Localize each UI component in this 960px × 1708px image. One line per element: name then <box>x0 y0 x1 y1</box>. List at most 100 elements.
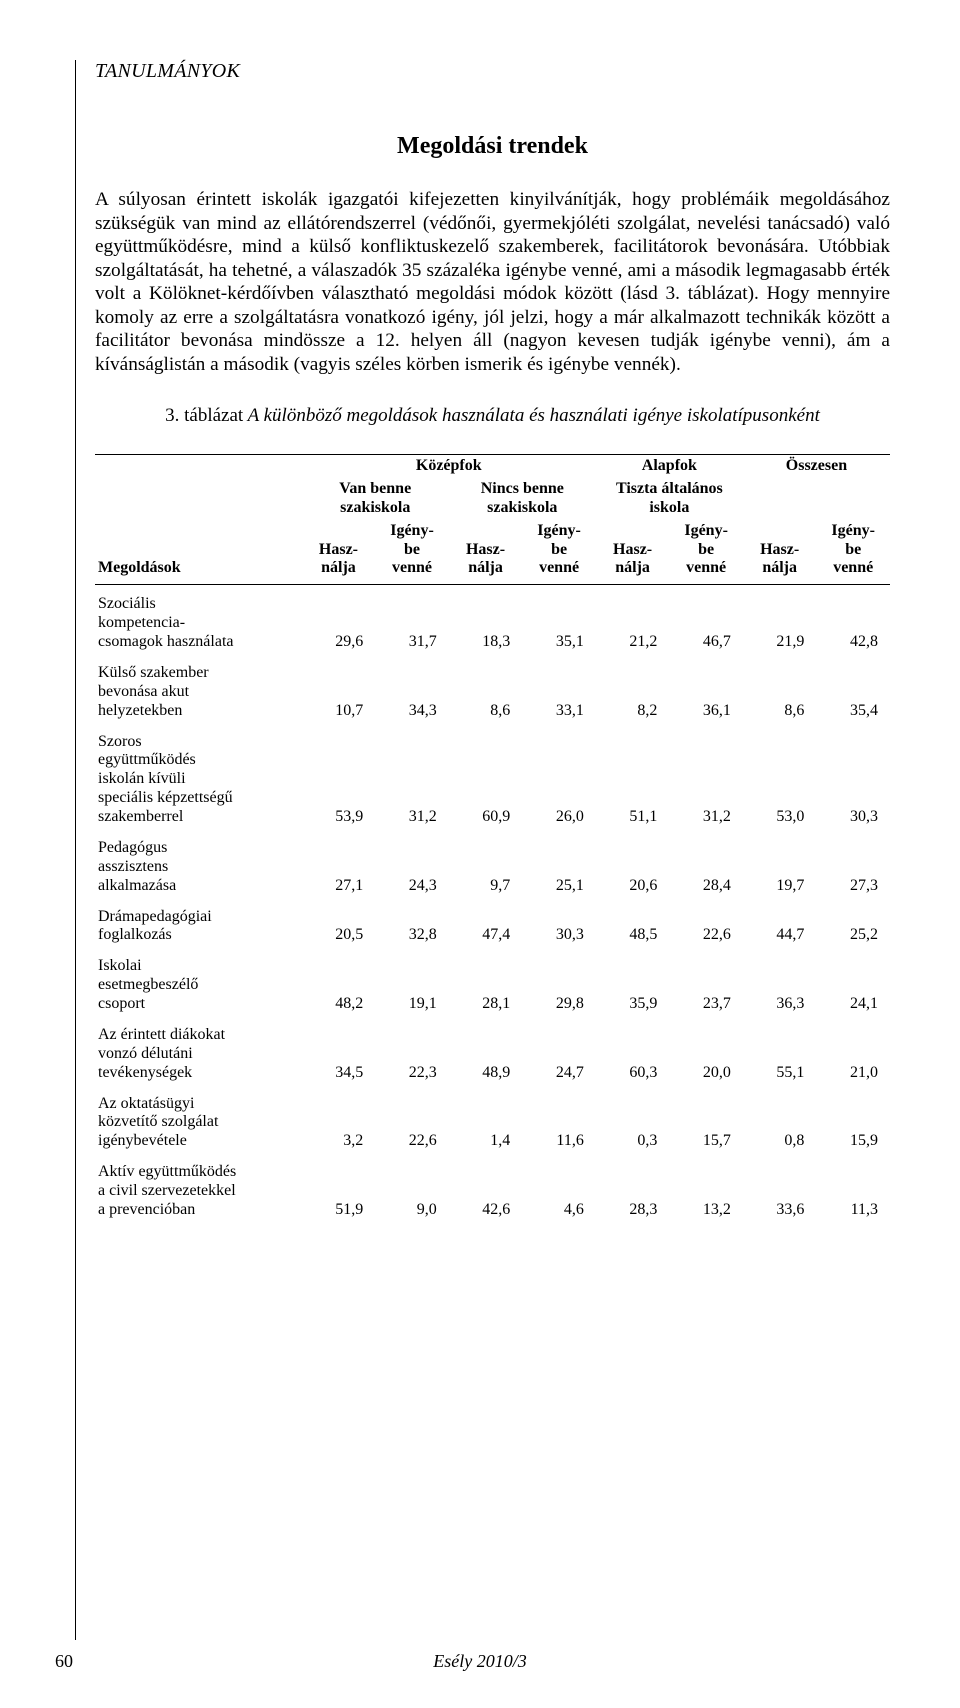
table-row: Van benneszakiskola Nincs benneszakiskol… <box>95 478 890 520</box>
cell-value: 32,8 <box>375 898 449 948</box>
cell-value: 10,7 <box>302 654 376 723</box>
header-osszesen: Összesen <box>743 455 890 478</box>
header-igenybe: Igény-bevenné <box>522 520 596 585</box>
cell-value: 47,4 <box>449 898 523 948</box>
cell-value: 20,0 <box>669 1016 743 1085</box>
cell-value: 60,3 <box>596 1016 670 1085</box>
cell-value: 51,9 <box>302 1153 376 1222</box>
cell-value: 35,1 <box>522 585 596 654</box>
cell-value: 30,3 <box>816 723 890 829</box>
cell-value: 36,1 <box>669 654 743 723</box>
cell-value: 25,1 <box>522 829 596 898</box>
row-label: Aktív együttműködésa civil szervezetekke… <box>95 1153 302 1222</box>
header-megoldasok: Megoldások <box>95 520 302 585</box>
table-row: Szociáliskompetencia-csomagok használata… <box>95 585 890 654</box>
cell-value: 24,1 <box>816 947 890 1016</box>
cell-value: 44,7 <box>743 898 817 948</box>
table-row: Az oktatásügyiközvetítő szolgálatigénybe… <box>95 1085 890 1154</box>
header-igenybe: Igény-bevenné <box>669 520 743 585</box>
row-label: Iskolaiesetmegbeszélőcsoport <box>95 947 302 1016</box>
cell-value: 29,8 <box>522 947 596 1016</box>
header-hasznalja: Hasz-nálja <box>743 520 817 585</box>
header-igenybe: Igény-bevenné <box>375 520 449 585</box>
cell-value: 9,0 <box>375 1153 449 1222</box>
cell-value: 19,1 <box>375 947 449 1016</box>
cell-value: 8,6 <box>743 654 817 723</box>
cell-value: 27,1 <box>302 829 376 898</box>
cell-value: 42,8 <box>816 585 890 654</box>
cell-value: 42,6 <box>449 1153 523 1222</box>
cell-value: 36,3 <box>743 947 817 1016</box>
section-title: Megoldási trendek <box>95 133 890 160</box>
caption-rest: A különböző megoldások használata és has… <box>243 405 820 426</box>
cell-value: 51,1 <box>596 723 670 829</box>
cell-value: 30,3 <box>522 898 596 948</box>
table-row: Külső szakemberbevonása akuthelyzetekben… <box>95 654 890 723</box>
data-table: Középfok Alapfok Összesen Van benneszaki… <box>95 454 890 1222</box>
table-row: Szorosegyüttműködésiskolán kívülispeciál… <box>95 723 890 829</box>
cell-value: 21,9 <box>743 585 817 654</box>
left-margin-rule <box>75 60 76 1640</box>
header-tiszta: Tiszta általánosiskola <box>596 478 743 520</box>
cell-value: 35,4 <box>816 654 890 723</box>
cell-value: 13,2 <box>669 1153 743 1222</box>
cell-value: 31,2 <box>669 723 743 829</box>
cell-value: 21,2 <box>596 585 670 654</box>
cell-value: 11,3 <box>816 1153 890 1222</box>
caption-lead: 3. táblázat <box>165 405 243 426</box>
cell-value: 20,6 <box>596 829 670 898</box>
cell-value: 24,3 <box>375 829 449 898</box>
body-paragraph: A súlyosan érintett iskolák igazgatói ki… <box>95 188 890 376</box>
page-container: TANULMÁNYOK Megoldási trendek A súlyosan… <box>0 0 960 1700</box>
cell-value: 34,3 <box>375 654 449 723</box>
cell-value: 0,3 <box>596 1085 670 1154</box>
table-body: Szociáliskompetencia-csomagok használata… <box>95 585 890 1222</box>
cell-value: 46,7 <box>669 585 743 654</box>
row-label: Szociáliskompetencia-csomagok használata <box>95 585 302 654</box>
cell-value: 34,5 <box>302 1016 376 1085</box>
cell-value: 48,9 <box>449 1016 523 1085</box>
cell-value: 22,6 <box>375 1085 449 1154</box>
cell-value: 18,3 <box>449 585 523 654</box>
cell-value: 9,7 <box>449 829 523 898</box>
table-row: Pedagógusasszisztensalkalmazása27,124,39… <box>95 829 890 898</box>
cell-value: 4,6 <box>522 1153 596 1222</box>
cell-value: 28,1 <box>449 947 523 1016</box>
cell-value: 48,5 <box>596 898 670 948</box>
cell-value: 28,4 <box>669 829 743 898</box>
cell-value: 1,4 <box>449 1085 523 1154</box>
cell-value: 55,1 <box>743 1016 817 1085</box>
cell-value: 8,6 <box>449 654 523 723</box>
cell-value: 21,0 <box>816 1016 890 1085</box>
cell-value: 23,7 <box>669 947 743 1016</box>
table-row: Középfok Alapfok Összesen <box>95 455 890 478</box>
cell-value: 20,5 <box>302 898 376 948</box>
header-kozepfok: Középfok <box>302 455 596 478</box>
table-row: Megoldások Hasz-nálja Igény-bevenné Hasz… <box>95 520 890 585</box>
cell-value: 29,6 <box>302 585 376 654</box>
header-hasznalja: Hasz-nálja <box>449 520 523 585</box>
cell-value: 33,6 <box>743 1153 817 1222</box>
cell-value: 8,2 <box>596 654 670 723</box>
table-caption: 3. táblázat A különböző megoldások haszn… <box>95 404 890 428</box>
header-vanbenne: Van benneszakiskola <box>302 478 449 520</box>
cell-value: 0,8 <box>743 1085 817 1154</box>
header-alapfok: Alapfok <box>596 455 743 478</box>
cell-value: 35,9 <box>596 947 670 1016</box>
cell-value: 24,7 <box>522 1016 596 1085</box>
header-hasznalja: Hasz-nálja <box>302 520 376 585</box>
table-head: Középfok Alapfok Összesen Van benneszaki… <box>95 455 890 585</box>
cell-value: 19,7 <box>743 829 817 898</box>
cell-value: 33,1 <box>522 654 596 723</box>
cell-value: 15,7 <box>669 1085 743 1154</box>
row-label: Szorosegyüttműködésiskolán kívülispeciál… <box>95 723 302 829</box>
row-label: Drámapedagógiaifoglalkozás <box>95 898 302 948</box>
running-head: TANULMÁNYOK <box>95 60 890 83</box>
cell-value: 31,2 <box>375 723 449 829</box>
page-number: 60 <box>55 1651 73 1672</box>
cell-value: 53,9 <box>302 723 376 829</box>
header-empty <box>743 478 890 520</box>
journal-ref: Esély 2010/3 <box>0 1651 960 1672</box>
table-row: Drámapedagógiaifoglalkozás20,532,847,430… <box>95 898 890 948</box>
cell-value: 22,3 <box>375 1016 449 1085</box>
